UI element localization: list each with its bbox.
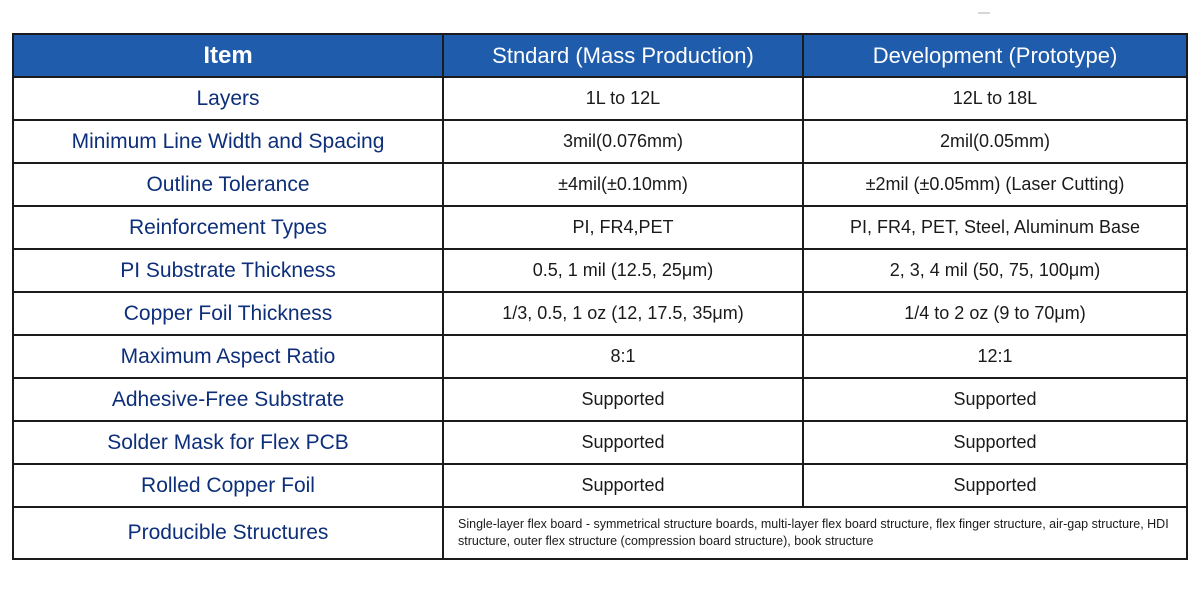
row-development: PI, FR4, PET, Steel, Aluminum Base xyxy=(802,205,1188,250)
row-standard: 3mil(0.076mm) xyxy=(442,119,804,164)
table-row: Maximum Aspect Ratio 8:1 12:1 xyxy=(12,334,1188,379)
structures-item: Producible Structures xyxy=(12,506,444,560)
table-row: Outline Tolerance ±4mil(±0.10mm) ±2mil (… xyxy=(12,162,1188,207)
row-item: Minimum Line Width and Spacing xyxy=(12,119,444,164)
row-standard: 1L to 12L xyxy=(442,76,804,121)
row-standard: 1/3, 0.5, 1 oz (12, 17.5, 35μm) xyxy=(442,291,804,336)
header-row: Item Stndard (Mass Production) Developme… xyxy=(12,33,1188,78)
row-item: Rolled Copper Foil xyxy=(12,463,444,508)
header-item: Item xyxy=(12,33,444,78)
row-development: 12L to 18L xyxy=(802,76,1188,121)
row-development: 12:1 xyxy=(802,334,1188,379)
table-row: Adhesive-Free Substrate Supported Suppor… xyxy=(12,377,1188,422)
table-row-structures: Producible Structures Single-layer flex … xyxy=(12,506,1188,560)
row-standard: Supported xyxy=(442,463,804,508)
table-row: Minimum Line Width and Spacing 3mil(0.07… xyxy=(12,119,1188,164)
row-standard: 0.5, 1 mil (12.5, 25μm) xyxy=(442,248,804,293)
row-development: 2, 3, 4 mil (50, 75, 100μm) xyxy=(802,248,1188,293)
row-item: Maximum Aspect Ratio xyxy=(12,334,444,379)
row-development: 2mil(0.05mm) xyxy=(802,119,1188,164)
row-standard: 8:1 xyxy=(442,334,804,379)
row-item: Solder Mask for Flex PCB xyxy=(12,420,444,465)
row-item: Reinforcement Types xyxy=(12,205,444,250)
structures-value: Single-layer flex board - symmetrical st… xyxy=(442,506,1188,560)
table-row: Rolled Copper Foil Supported Supported xyxy=(12,463,1188,508)
row-standard: Supported xyxy=(442,420,804,465)
decorative-mark xyxy=(978,12,990,14)
row-development: Supported xyxy=(802,463,1188,508)
specification-table: Item Stndard (Mass Production) Developme… xyxy=(12,33,1188,560)
row-standard: ±4mil(±0.10mm) xyxy=(442,162,804,207)
row-standard: Supported xyxy=(442,377,804,422)
row-item: Adhesive-Free Substrate xyxy=(12,377,444,422)
row-development: Supported xyxy=(802,377,1188,422)
header-standard: Stndard (Mass Production) xyxy=(442,33,804,78)
row-item: Layers xyxy=(12,76,444,121)
header-development: Development (Prototype) xyxy=(802,33,1188,78)
table-row: Copper Foil Thickness 1/3, 0.5, 1 oz (12… xyxy=(12,291,1188,336)
table-row: Layers 1L to 12L 12L to 18L xyxy=(12,76,1188,121)
row-item: Copper Foil Thickness xyxy=(12,291,444,336)
row-item: PI Substrate Thickness xyxy=(12,248,444,293)
row-item: Outline Tolerance xyxy=(12,162,444,207)
row-development: Supported xyxy=(802,420,1188,465)
table-row: Solder Mask for Flex PCB Supported Suppo… xyxy=(12,420,1188,465)
row-standard: PI, FR4,PET xyxy=(442,205,804,250)
table-row: Reinforcement Types PI, FR4,PET PI, FR4,… xyxy=(12,205,1188,250)
row-development: ±2mil (±0.05mm) (Laser Cutting) xyxy=(802,162,1188,207)
table-row: PI Substrate Thickness 0.5, 1 mil (12.5,… xyxy=(12,248,1188,293)
row-development: 1/4 to 2 oz (9 to 70μm) xyxy=(802,291,1188,336)
